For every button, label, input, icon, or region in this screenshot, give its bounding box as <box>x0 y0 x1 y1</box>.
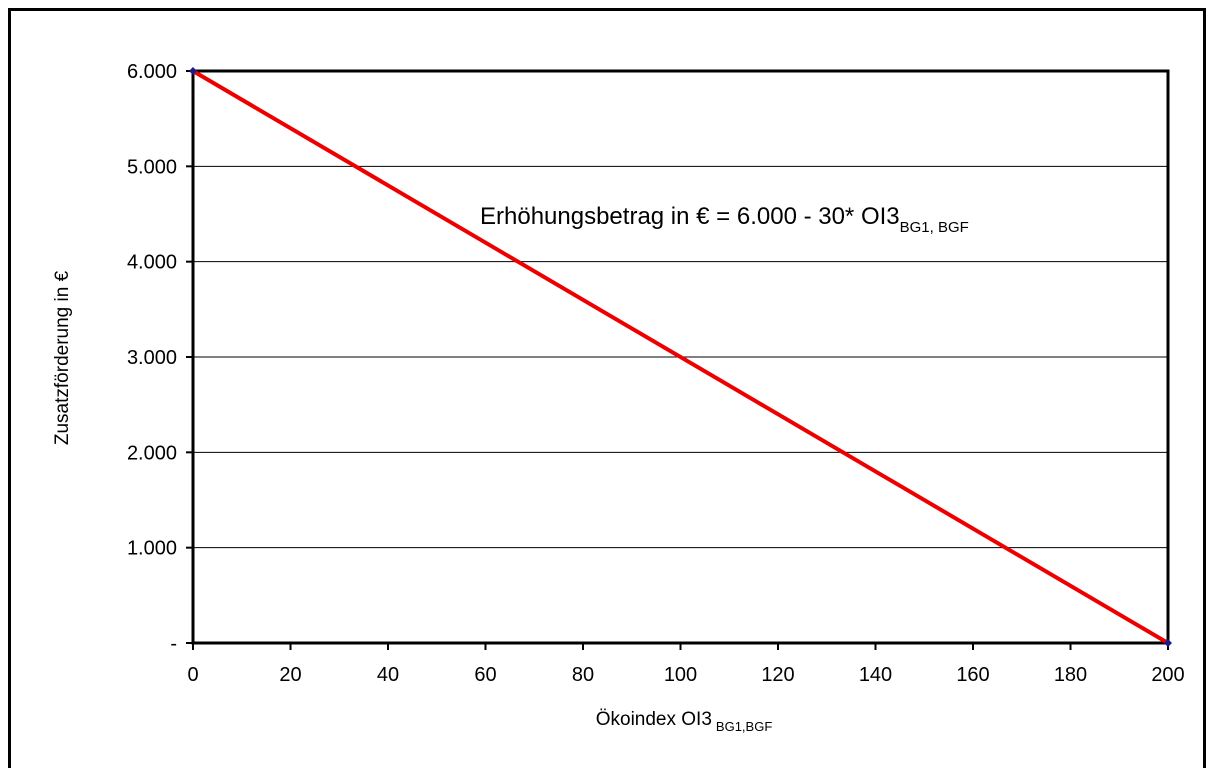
formula-annotation: Erhöhungsbetrag in € = 6.000 - 30* OI3BG… <box>480 203 969 236</box>
x-tick-label: 40 <box>377 664 399 686</box>
x-tick-label: 20 <box>279 664 301 686</box>
x-tick-label: 0 <box>187 664 198 686</box>
y-tick-label: 6.000 <box>127 61 177 83</box>
y-tick-label: 4.000 <box>127 252 177 274</box>
x-tick-label: 80 <box>572 664 594 686</box>
series-line <box>191 69 1170 645</box>
formula-subscript: BG1, BGF <box>900 219 969 236</box>
x-tick-label: 200 <box>1151 664 1184 686</box>
data-point <box>189 67 197 75</box>
y-tick-label: 1.000 <box>127 538 177 560</box>
chart-frame <box>8 8 1206 768</box>
formula-text: Erhöhungsbetrag in € = 6.000 - 30* OI3 <box>480 203 900 230</box>
y-axis-title: Zusatzförderung in € <box>52 270 73 445</box>
y-tick-label: - <box>170 633 177 655</box>
x-tick-label: 60 <box>474 664 496 686</box>
y-tick-label: 5.000 <box>127 156 177 178</box>
x-axis-title: Ökoindex OI3 BG1,BGF <box>596 709 773 734</box>
x-tick-label: 180 <box>1054 664 1087 686</box>
axis-ticks <box>186 70 1169 650</box>
x-tick-label: 140 <box>859 664 892 686</box>
x-axis-title-text: Ökoindex OI3 <box>596 709 712 730</box>
x-tick-label: 100 <box>664 664 697 686</box>
series-group <box>189 67 1172 647</box>
data-point <box>1164 639 1172 647</box>
x-tick-labels: 0 20 40 60 80 100 120 140 160 180 200 <box>187 664 1184 686</box>
y-tick-labels: - 1.000 2.000 3.000 4.000 5.000 6.000 <box>127 61 177 655</box>
y-tick-label: 3.000 <box>127 347 177 369</box>
y-tick-label: 2.000 <box>127 442 177 464</box>
x-tick-label: 120 <box>761 664 794 686</box>
x-axis-title-subscript: BG1,BGF <box>716 719 772 734</box>
x-tick-label: 160 <box>956 664 989 686</box>
